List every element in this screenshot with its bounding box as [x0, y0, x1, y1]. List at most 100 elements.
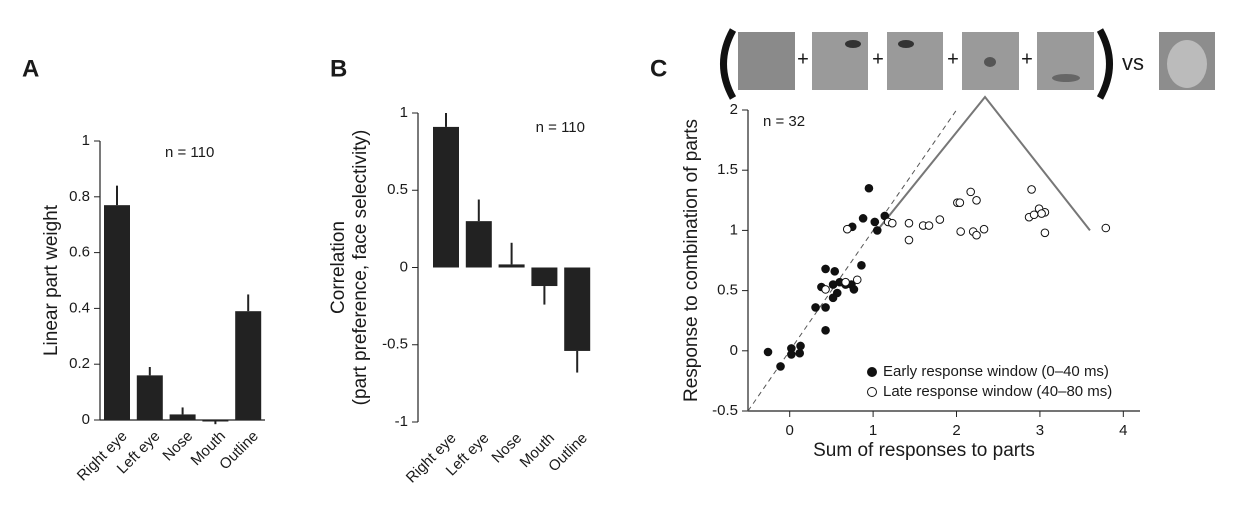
bar: [202, 420, 229, 422]
parenthesis: [1096, 28, 1113, 100]
y-tick-label: 2: [730, 101, 738, 118]
data-point: [842, 224, 852, 234]
data-point: [849, 285, 859, 294]
annotation: n = 32: [763, 113, 805, 130]
y-tick-label: -1: [395, 413, 408, 430]
y-tick-label: 0.5: [387, 181, 408, 198]
eye-image: [887, 32, 943, 90]
y-tick-label: 0.4: [69, 299, 90, 316]
y-tick-label: 0.8: [69, 188, 90, 205]
bar: [498, 264, 525, 268]
bar: [136, 375, 163, 420]
operator: +: [872, 48, 884, 70]
data-point: [821, 264, 830, 274]
y-axis-label: Linear part weight: [41, 204, 62, 356]
data-point: [972, 196, 981, 205]
data-point: [872, 226, 882, 235]
x-axis-label: Sum of responses to parts: [813, 440, 1035, 461]
bar: [564, 267, 591, 351]
y-tick-label: 0: [82, 411, 90, 428]
y-tick-label: -0.5: [382, 336, 408, 353]
legend-marker: [867, 387, 877, 397]
data-point: [864, 183, 874, 193]
annotation: n = 110: [536, 119, 585, 136]
y-tick-label: 0.5: [717, 282, 738, 299]
data-point: [904, 235, 914, 245]
y-axis-label: Correlation: [328, 221, 349, 314]
y-tick-label: 0: [400, 258, 408, 275]
data-point: [1101, 223, 1111, 233]
x-tick-label: 3: [1036, 422, 1044, 439]
data-point: [924, 221, 934, 230]
data-point: [979, 224, 989, 234]
data-point: [955, 198, 965, 208]
bar: [465, 221, 492, 268]
data-point: [857, 261, 866, 270]
x-tick-label: 1: [869, 422, 877, 439]
data-point: [1027, 185, 1036, 194]
data-point: [821, 303, 830, 312]
data-point: [763, 347, 773, 357]
data-point: [966, 187, 975, 197]
data-point: [787, 350, 796, 359]
panel-label: A: [22, 55, 39, 82]
data-point: [887, 218, 897, 228]
data-point: [956, 227, 965, 236]
data-point: [821, 285, 830, 294]
stimulus-images: [720, 28, 1215, 100]
panel-label: B: [330, 55, 347, 82]
x-tick-label: 0: [786, 422, 794, 439]
x-tick-label: 2: [952, 422, 960, 439]
data-point: [811, 303, 820, 312]
data-point: [904, 218, 914, 228]
arrow: [876, 95, 1091, 232]
data-point: [841, 277, 850, 287]
eye-feature: [845, 40, 861, 48]
outline-image: [738, 32, 795, 90]
parenthesis: [720, 28, 737, 100]
operator: +: [797, 48, 809, 70]
data-point: [776, 362, 785, 371]
y-tick-label: 0: [730, 342, 738, 359]
eye-feature: [898, 40, 914, 48]
mouth-feature: [1052, 74, 1080, 82]
bar: [531, 267, 558, 287]
y-tick-label: 0.6: [69, 244, 90, 261]
y-axis-label: (part preference, face selectivity): [350, 130, 371, 406]
nose-feature: [984, 57, 996, 67]
bar: [169, 414, 196, 420]
y-tick-label: 1.5: [717, 161, 738, 178]
bar: [104, 205, 130, 420]
y-tick-label: 1: [400, 104, 408, 121]
face-feature: [1167, 40, 1207, 88]
operator: +: [1021, 48, 1033, 70]
eye-image: [812, 32, 868, 90]
annotation: n = 110: [165, 144, 214, 161]
data-point: [795, 348, 805, 358]
identity-line: [747, 109, 957, 412]
data-point: [821, 326, 830, 335]
legend-label: Late response window (40–80 ms): [883, 383, 1112, 400]
data-point: [852, 275, 862, 285]
bar: [235, 311, 262, 420]
data-point: [830, 267, 840, 276]
x-tick-label: 4: [1119, 422, 1127, 439]
bar: [433, 126, 459, 268]
y-tick-label: 0.2: [69, 355, 90, 372]
y-tick-label: 1: [730, 221, 738, 238]
data-point: [1040, 228, 1050, 238]
y-tick-label: -0.5: [712, 402, 738, 419]
panel-label: C: [650, 55, 667, 82]
data-point: [858, 214, 868, 223]
data-point: [972, 230, 981, 240]
data-point: [828, 293, 838, 303]
data-point: [796, 341, 805, 351]
data-point: [870, 217, 880, 227]
legend-marker: [867, 367, 877, 377]
y-axis-label: Response to combination of parts: [681, 119, 702, 402]
data-point: [935, 215, 945, 224]
operator: +: [947, 48, 959, 70]
data-point: [1037, 209, 1046, 218]
y-tick-label: 1: [82, 132, 90, 149]
